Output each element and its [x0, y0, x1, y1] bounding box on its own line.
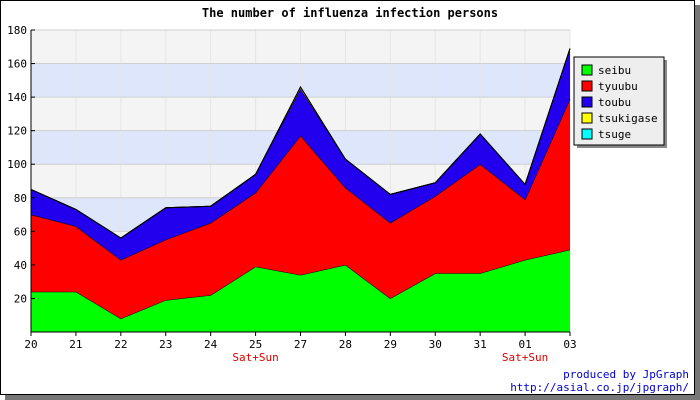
legend-swatch-toubu — [581, 96, 593, 108]
x-tick-label: 01 — [518, 338, 531, 351]
x-tick-label: 23 — [159, 338, 172, 351]
y-tick-label: 20 — [14, 292, 27, 305]
area-series-tyuubu — [31, 98, 570, 319]
y-tick-label: 80 — [14, 192, 27, 205]
legend-label-tsukigase: tsukigase — [598, 112, 658, 125]
y-tick-label: 140 — [7, 91, 27, 104]
x-tick-label: 24 — [204, 338, 218, 351]
x-tick-label: 31 — [474, 338, 487, 351]
x-tick-label: 28 — [339, 338, 352, 351]
y-tick-label: 120 — [7, 125, 27, 138]
x-tick-label: 20 — [24, 338, 37, 351]
y-tick-label: 60 — [14, 225, 27, 238]
y-tick-label: 100 — [7, 158, 27, 171]
legend-swatch-tyuubu — [581, 80, 593, 92]
legend-label-tyuubu: tyuubu — [598, 80, 638, 93]
area-series-seibu — [31, 249, 570, 332]
x-tick-label: 30 — [429, 338, 442, 351]
y-tick-label: 40 — [14, 259, 27, 272]
y-tick-label: 160 — [7, 58, 27, 71]
legend-swatch-seibu — [581, 64, 593, 76]
legend-label-tsuge: tsuge — [598, 128, 631, 141]
x-tick-label: 29 — [384, 338, 397, 351]
x-tick-label: 25 — [249, 338, 262, 351]
series-line-tsuge — [30, 48, 571, 239]
x-tick-label: 22 — [114, 338, 127, 351]
area-series-group — [30, 48, 571, 332]
x-tick-label: 27 — [294, 338, 307, 351]
chart-title: The number of influenza infection person… — [202, 6, 498, 20]
footer-credit: produced by JpGraph — [563, 368, 689, 381]
x-tick-label: 03 — [563, 338, 576, 351]
x-tick-sublabel: Sat+Sun — [502, 351, 548, 364]
legend-swatch-tsukigase — [581, 112, 593, 124]
legend-label-toubu: toubu — [598, 96, 631, 109]
legend-swatch-tsuge — [581, 128, 593, 140]
legend: seibu tyuubu toubu tsukigase tsuge — [573, 56, 667, 148]
x-tick-sublabel: Sat+Sun — [232, 351, 278, 364]
footer-url[interactable]: http://asial.co.jp/jpgraph/ — [510, 381, 689, 394]
legend-label-seibu: seibu — [598, 64, 631, 77]
x-tick-label: 21 — [69, 338, 82, 351]
y-tick-label: 180 — [7, 24, 27, 37]
